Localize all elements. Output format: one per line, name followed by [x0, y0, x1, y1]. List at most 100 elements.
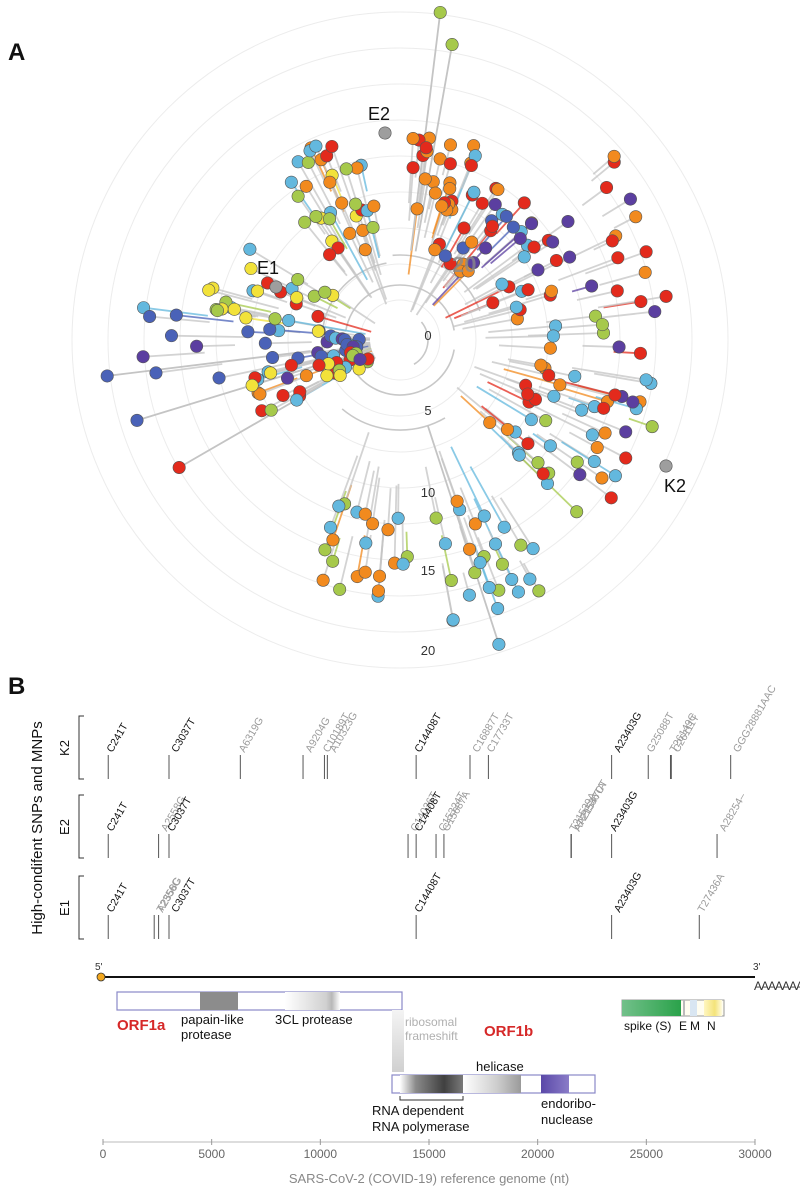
leaf-node — [532, 584, 546, 598]
branch — [561, 387, 608, 403]
leaf-node — [149, 366, 163, 380]
leaf-node — [491, 602, 505, 616]
x-tick-label: 25000 — [630, 1147, 664, 1161]
branch — [442, 191, 475, 255]
mutation-label: GGG28881AAC — [731, 683, 779, 755]
leaf-node — [309, 139, 323, 153]
leaf-node — [290, 291, 304, 305]
leaf-node — [326, 554, 340, 568]
endo-label-2: nuclease — [541, 1112, 593, 1127]
leaf-node — [539, 414, 553, 428]
branch — [208, 289, 279, 310]
leaf-node — [587, 454, 601, 468]
leaf-node — [323, 520, 337, 534]
leaf-node — [410, 202, 424, 216]
leaf-node — [648, 305, 662, 319]
branch — [337, 455, 359, 507]
papain-domain — [200, 992, 238, 1010]
leaf-node — [450, 494, 464, 508]
leaf-node — [445, 38, 459, 52]
leaf-node — [339, 162, 353, 176]
branch — [364, 466, 380, 544]
branch — [343, 432, 370, 505]
leaf-node — [438, 537, 452, 551]
leaf-node — [299, 369, 313, 383]
mutation-label: C14408T — [412, 711, 444, 755]
branch — [317, 315, 372, 333]
leaf-node — [612, 340, 626, 354]
branch — [176, 314, 234, 323]
branch — [576, 290, 618, 301]
leaf-node — [320, 369, 334, 383]
leaf-node — [343, 226, 357, 240]
papain-label-2: protease — [181, 1027, 232, 1042]
leaf-node — [524, 413, 538, 427]
named-node-label: K2 — [664, 476, 686, 496]
mutation-label: A23403G — [608, 789, 641, 833]
leaf-node — [332, 499, 346, 513]
named-sample-nodes: E2 E1 K2 — [257, 104, 686, 496]
leaf-node — [172, 460, 186, 474]
panel-b-letter: B — [8, 673, 25, 700]
leaf-node — [546, 235, 560, 249]
radial-tick-label: 5 — [424, 403, 431, 418]
branch — [469, 466, 506, 528]
branch — [491, 360, 549, 377]
leaf-node — [536, 467, 550, 481]
leaf-node — [492, 637, 506, 651]
leaf-node — [595, 471, 609, 485]
branch — [296, 296, 347, 319]
leaf-node — [465, 235, 479, 249]
leaf-node — [595, 318, 609, 332]
leaf-node — [309, 210, 323, 224]
named-node-marker — [659, 459, 673, 473]
rdrp-label-2: RNA polymerase — [372, 1119, 470, 1134]
branch — [464, 306, 517, 323]
leaf-node — [353, 352, 367, 366]
branch — [387, 488, 392, 530]
branch — [485, 335, 554, 339]
helicase-label: helicase — [476, 1059, 524, 1074]
x-tick-label: 10000 — [304, 1147, 338, 1161]
leaf-node — [366, 220, 380, 234]
leaf-node — [418, 172, 432, 186]
leaf-node — [290, 393, 304, 407]
branch — [329, 212, 368, 281]
orf1b-label: ORF1b — [484, 1023, 533, 1040]
leaf-node — [514, 538, 528, 552]
n-domain — [704, 1000, 722, 1016]
leaf-node — [250, 284, 264, 298]
panel-b-mutation-map: B High-condifent SNPs and MNPs K2 C241T C3… — [8, 673, 800, 1186]
leaf-node — [333, 368, 347, 382]
x-tick-label: 5000 — [198, 1147, 225, 1161]
leaf-node — [499, 209, 513, 223]
leaf-node — [264, 366, 278, 380]
x-axis-title: SARS-CoV-2 (COVID-19) reference genome (… — [289, 1171, 569, 1186]
branch — [503, 368, 561, 386]
e-domain — [683, 1000, 685, 1016]
spike-domain — [622, 1000, 681, 1016]
branch — [409, 249, 436, 313]
leaf-node — [318, 285, 332, 299]
leaf-node — [547, 389, 561, 403]
leaf-node — [322, 212, 336, 226]
leaf-node — [335, 196, 349, 210]
leaf-node — [419, 141, 433, 155]
branch — [288, 319, 366, 335]
leaf-node — [608, 388, 622, 402]
distance-rings — [71, 11, 729, 669]
leaf-node — [590, 441, 604, 455]
leaf-node — [468, 517, 482, 531]
leaf-node — [406, 131, 420, 145]
leaf-node — [467, 185, 481, 199]
leaf-node — [396, 557, 410, 571]
endo-label-1: endoribo- — [541, 1096, 596, 1111]
leaf-node — [318, 543, 332, 557]
named-node-marker — [378, 126, 392, 140]
branch — [592, 310, 655, 320]
leaf-node — [366, 517, 380, 531]
leaf-node — [323, 248, 337, 262]
branch — [348, 233, 374, 283]
orf1a-label: ORF1a — [117, 1017, 166, 1034]
leaf-node — [585, 428, 599, 442]
